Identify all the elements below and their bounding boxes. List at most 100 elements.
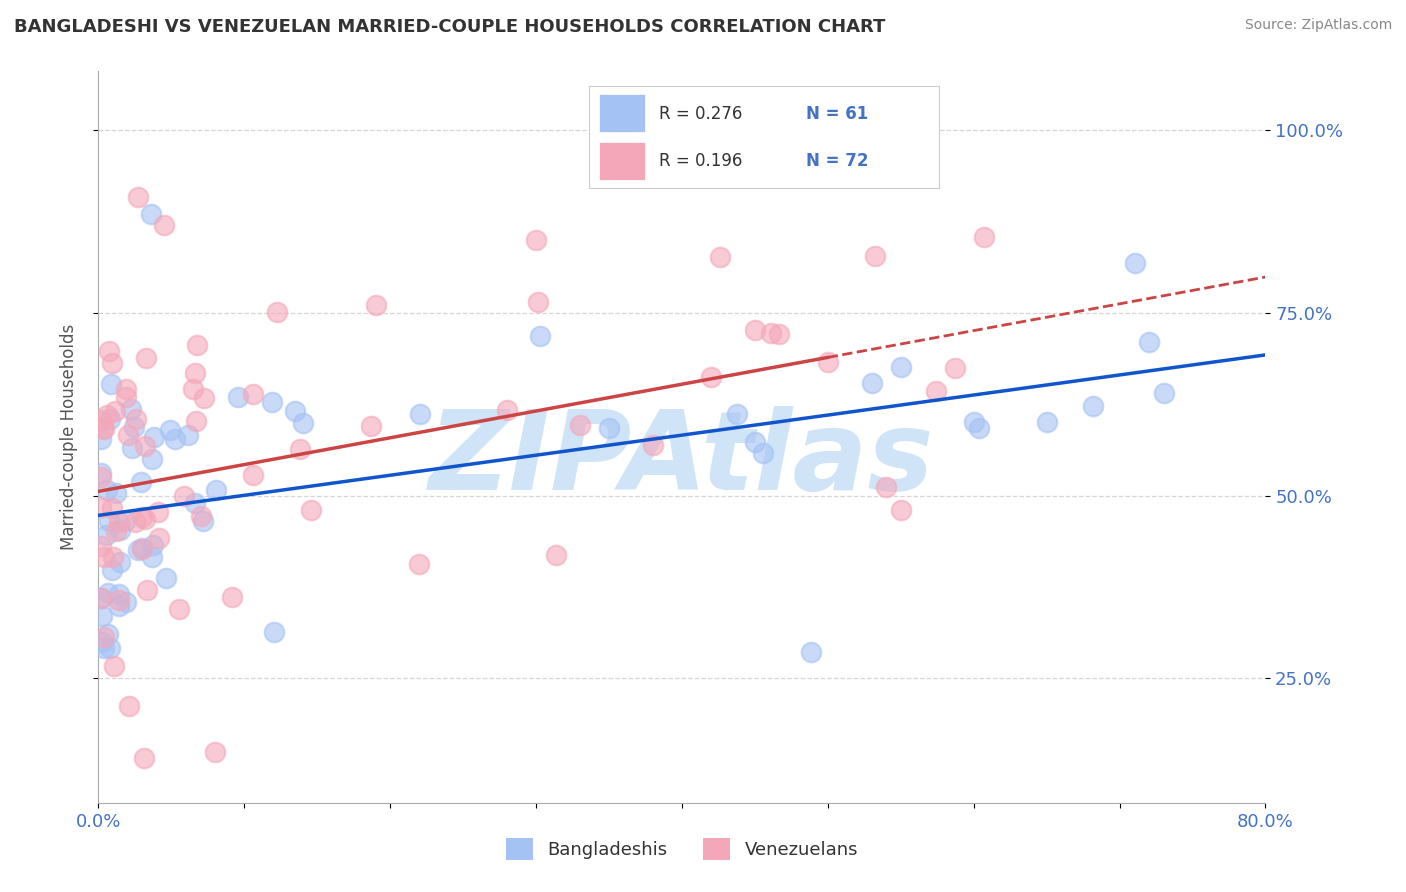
Point — [120, 402, 142, 417]
Point — [967, 421, 990, 435]
Point — [141, 452, 163, 467]
Point — [204, 745, 226, 759]
Point — [118, 698, 141, 713]
Point — [266, 305, 288, 319]
Point — [104, 403, 127, 417]
Point — [131, 509, 153, 524]
Point — [568, 417, 591, 432]
Point — [90, 469, 112, 483]
Point — [890, 502, 912, 516]
Point — [93, 550, 115, 565]
Point — [709, 250, 731, 264]
Point — [101, 549, 124, 564]
Point — [1035, 415, 1057, 429]
Point — [291, 416, 314, 430]
Point — [90, 413, 112, 427]
Point — [98, 344, 121, 359]
Point — [108, 555, 131, 569]
Text: Source: ZipAtlas.com: Source: ZipAtlas.com — [1244, 18, 1392, 32]
Point — [186, 414, 208, 428]
Point — [114, 514, 136, 528]
Point — [527, 294, 550, 309]
Point — [96, 483, 118, 498]
Point — [129, 475, 152, 489]
Point — [97, 586, 120, 600]
Point — [181, 382, 204, 396]
Point — [177, 428, 200, 442]
Point — [101, 500, 124, 515]
Point — [962, 415, 984, 429]
Point — [191, 514, 214, 528]
Point — [1153, 386, 1175, 401]
Point — [1123, 256, 1146, 270]
Point — [173, 490, 195, 504]
Legend: Bangladeshis, Venezuelans: Bangladeshis, Venezuelans — [498, 830, 866, 867]
Point — [91, 421, 114, 435]
Point — [101, 356, 124, 370]
Point — [105, 524, 128, 538]
Point — [165, 432, 187, 446]
Point — [725, 407, 748, 421]
Point — [299, 503, 322, 517]
Point — [862, 376, 884, 391]
Point — [100, 377, 122, 392]
Point — [641, 437, 664, 451]
Point — [204, 483, 226, 497]
Text: BANGLADESHI VS VENEZUELAN MARRIED-COUPLE HOUSEHOLDS CORRELATION CHART: BANGLADESHI VS VENEZUELAN MARRIED-COUPLE… — [14, 18, 886, 36]
Point — [93, 640, 115, 655]
Point — [98, 515, 121, 529]
Point — [190, 508, 212, 523]
Point — [186, 337, 208, 351]
Point — [125, 412, 148, 426]
Point — [360, 419, 382, 434]
Point — [524, 233, 547, 247]
Point — [408, 407, 430, 421]
Point — [242, 467, 264, 482]
Point — [751, 446, 773, 460]
Point — [141, 550, 163, 565]
Point — [284, 404, 307, 418]
Point — [93, 422, 115, 436]
Text: ZIPAtlas: ZIPAtlas — [429, 406, 935, 513]
Y-axis label: Married-couple Households: Married-couple Households — [59, 324, 77, 550]
Point — [90, 466, 112, 480]
Point — [142, 430, 165, 444]
Point — [529, 329, 551, 343]
Point — [91, 634, 114, 648]
Point — [90, 500, 112, 515]
Point — [108, 515, 131, 529]
Point — [973, 230, 995, 244]
Point — [93, 630, 115, 644]
Point — [94, 528, 117, 542]
Point — [134, 439, 156, 453]
Point — [1081, 399, 1104, 413]
Point — [98, 412, 121, 426]
Point — [90, 432, 112, 446]
Point — [925, 384, 948, 399]
Point — [115, 382, 138, 396]
Point — [90, 609, 112, 624]
Point — [103, 658, 125, 673]
Point — [115, 390, 138, 404]
Point — [364, 298, 387, 312]
Point — [131, 541, 153, 556]
Point — [108, 523, 131, 537]
Point — [263, 625, 285, 640]
Point — [152, 218, 174, 232]
Point — [183, 367, 205, 381]
Point — [131, 541, 153, 555]
Point — [155, 570, 177, 584]
Point — [890, 360, 912, 375]
Point — [121, 441, 143, 455]
Point — [159, 423, 181, 437]
Point — [544, 548, 567, 562]
Point — [107, 599, 129, 613]
Point — [863, 249, 886, 263]
Point — [221, 590, 243, 604]
Point — [134, 512, 156, 526]
Point — [142, 538, 165, 552]
Point — [700, 370, 723, 384]
Point — [759, 326, 782, 341]
Point — [598, 421, 620, 435]
Point — [288, 442, 311, 456]
